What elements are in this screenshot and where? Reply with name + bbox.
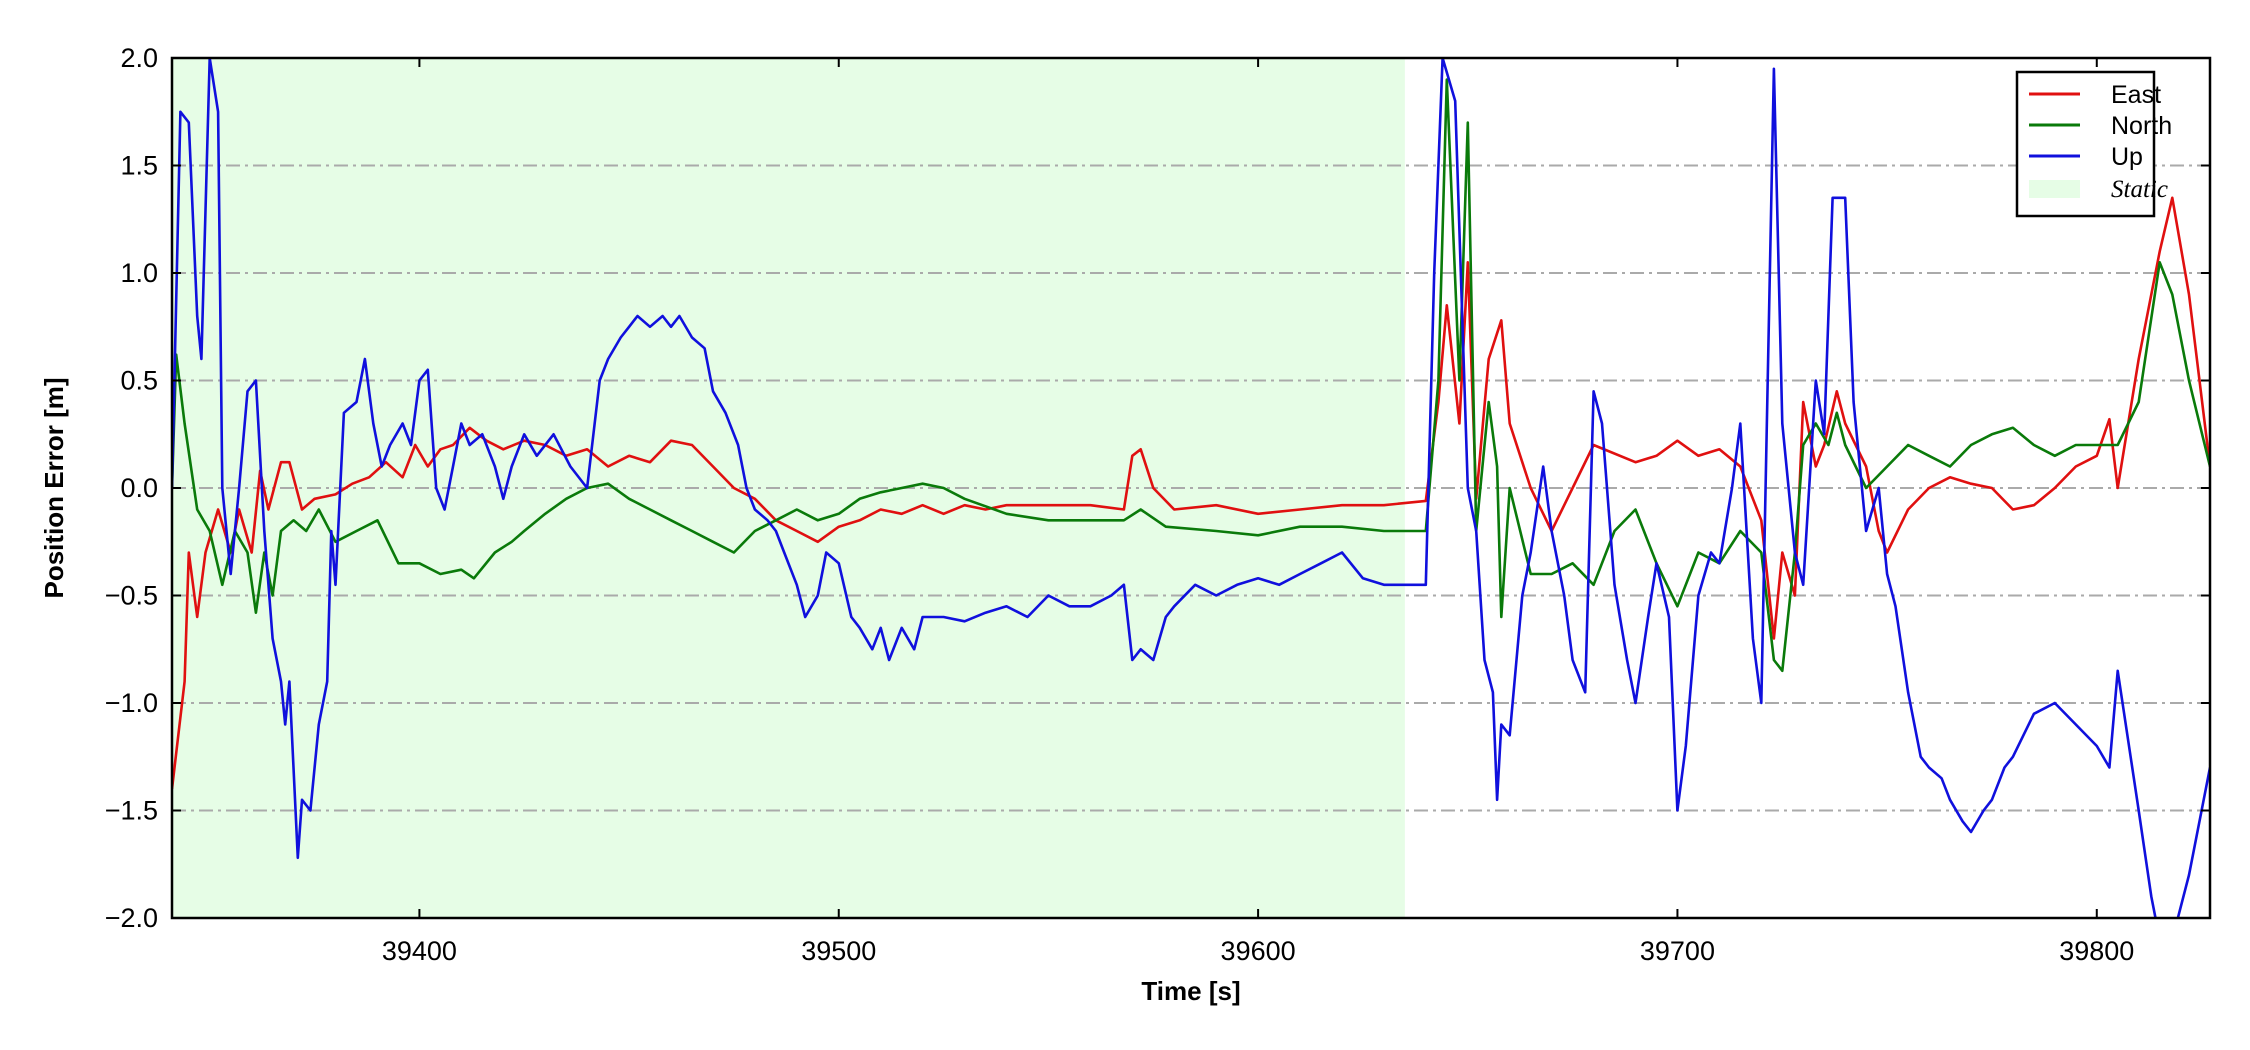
legend-label-up: Up	[2111, 143, 2143, 171]
y-tick-label: −0.5	[105, 581, 158, 611]
y-tick-label: 0.5	[120, 366, 158, 396]
y-axis-title: Position Error [m]	[39, 377, 69, 598]
y-tick-label: −1.5	[105, 796, 158, 826]
x-tick-label: 39800	[2059, 936, 2134, 966]
grid-lines	[172, 164, 2210, 812]
y-tick-label: 1.0	[120, 258, 158, 288]
x-tick-label: 39400	[382, 936, 457, 966]
legend-label-east: East	[2111, 81, 2161, 109]
series-line-up	[172, 58, 2210, 918]
legend-swatch-static	[2029, 180, 2080, 198]
series-line-east	[172, 196, 2210, 790]
x-tick-label: 39700	[1640, 936, 1715, 966]
legend-label-static: Static	[2111, 176, 2168, 203]
x-axis-title: Time [s]	[1141, 976, 1240, 1006]
y-tick-label: −2.0	[105, 903, 158, 933]
y-tick-label: 0.0	[120, 473, 158, 503]
y-tick-label: 1.5	[120, 151, 158, 181]
series-line-north	[172, 78, 2210, 673]
legend: East North Up Static	[2015, 70, 2172, 218]
legend-label-north: North	[2111, 112, 2172, 140]
series-lines	[172, 58, 2210, 918]
y-tick-label: −1.0	[105, 688, 158, 718]
x-tick-label: 39500	[801, 936, 876, 966]
x-tick-label: 39600	[1221, 936, 1296, 966]
y-tick-label: 2.0	[120, 43, 158, 73]
axis-ticks: 39400 39500 39600 39700 39800 −2.0 −1.5 −1.0 −0.…	[105, 43, 2210, 966]
